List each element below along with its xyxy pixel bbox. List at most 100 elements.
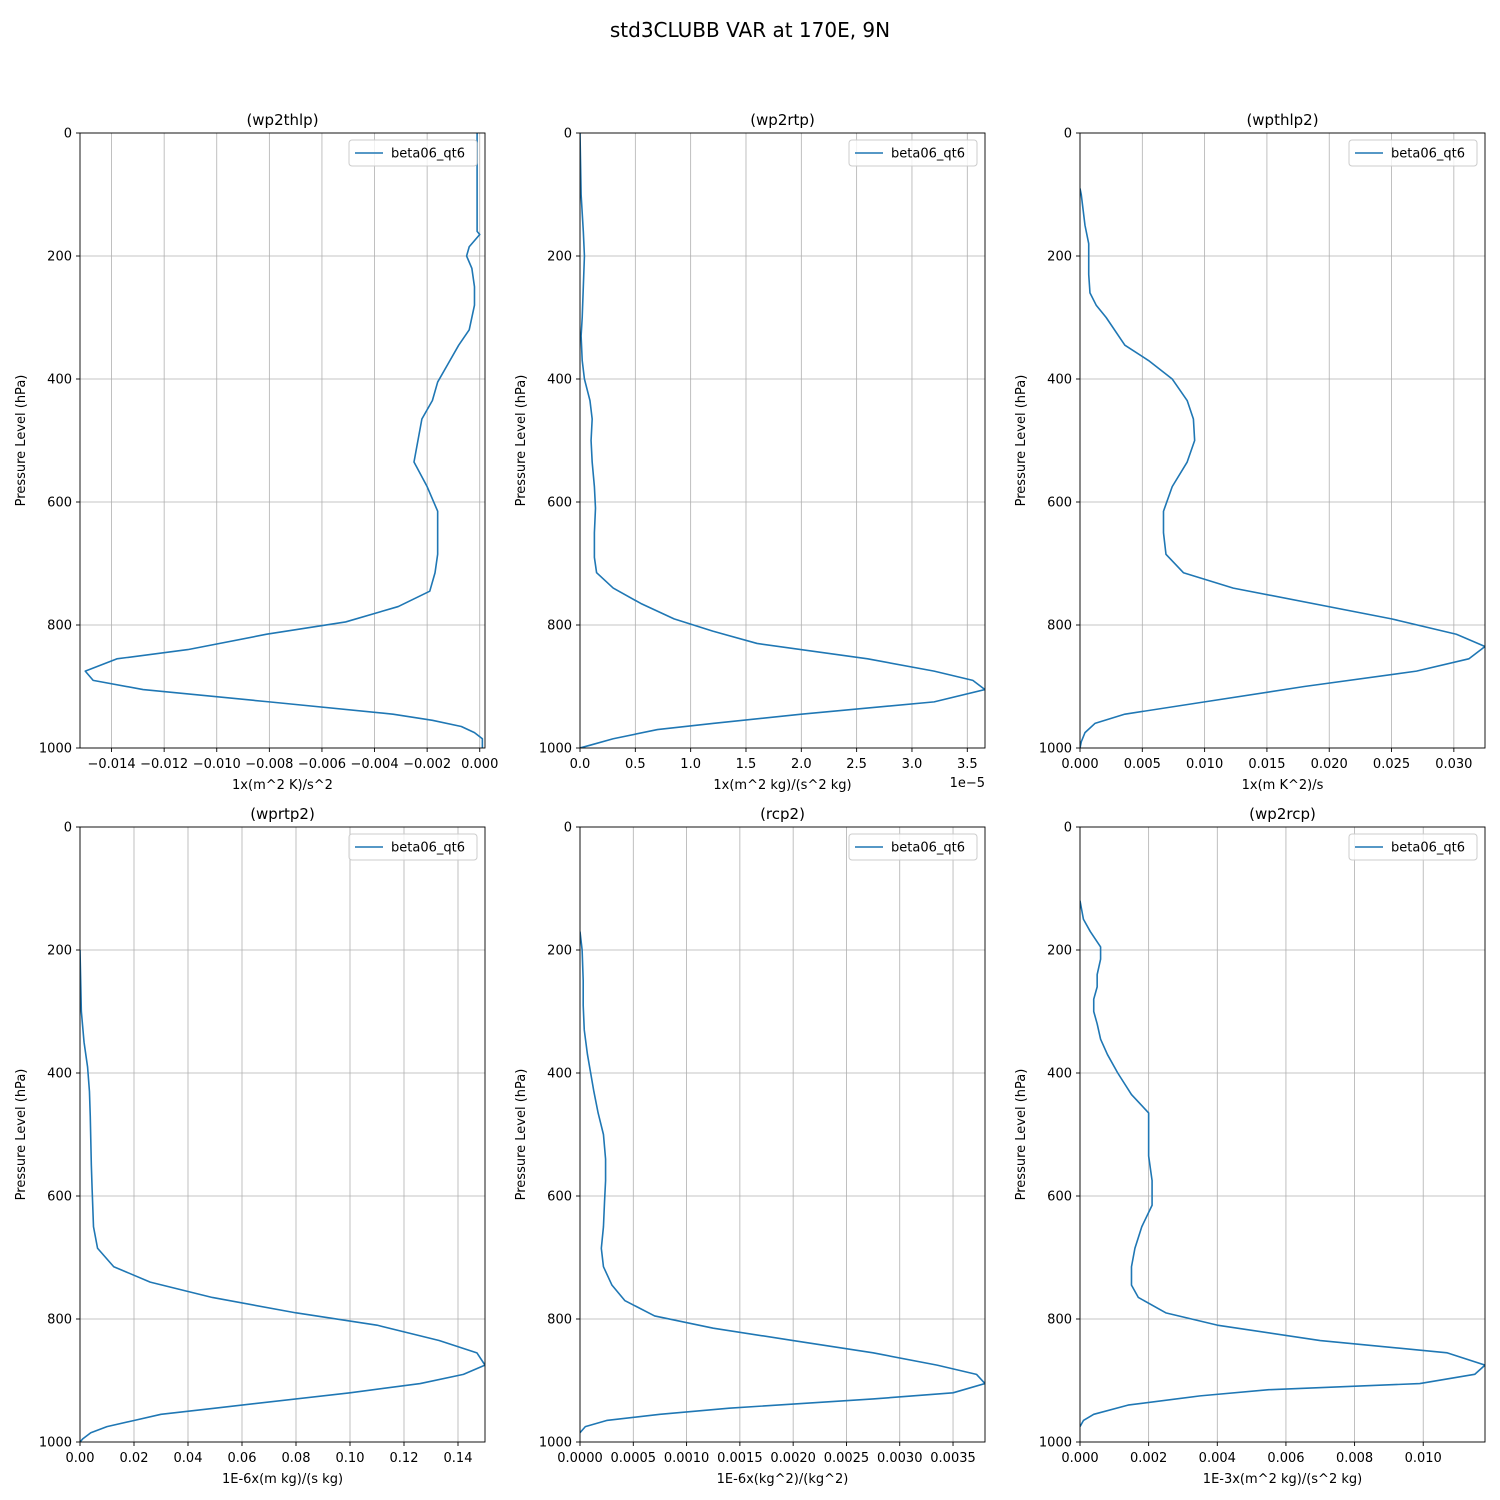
x-tick-label: −0.008 (245, 757, 293, 772)
x-tick-label: 0.0025 (824, 1451, 870, 1466)
y-tick-label: 600 (1047, 496, 1072, 511)
series-line-beta06_qt6 (84, 133, 484, 748)
x-offset-label: 1e−5 (950, 776, 985, 791)
legend-label: beta06_qt6 (1391, 147, 1465, 162)
x-tick-label: 0.015 (1248, 757, 1285, 772)
x-tick-label: 0.02 (120, 1451, 149, 1466)
x-tick-label: 0.0005 (611, 1451, 657, 1466)
x-tick-label: 0.08 (282, 1451, 311, 1466)
axes-frame (579, 826, 986, 1443)
x-tick-label: −0.002 (403, 757, 451, 772)
y-tick-label: 200 (47, 250, 72, 265)
x-tick-label: −0.012 (140, 757, 188, 772)
y-tick-label: 600 (1047, 1190, 1072, 1205)
y-tick-label: 600 (547, 496, 572, 511)
y-tick-label: 0 (1064, 821, 1072, 836)
y-tick-label: 400 (1047, 1067, 1072, 1082)
x-tick-label: 0.010 (1186, 757, 1223, 772)
x-axis-label: 1E-6x(kg^2)/(kg^2) (717, 1472, 849, 1487)
series-line-beta06_qt6 (80, 949, 485, 1442)
x-tick-label: 0.0020 (770, 1451, 816, 1466)
y-tick-label: 0 (64, 127, 72, 142)
figure-title: std3CLUBB VAR at 170E, 9N (610, 18, 890, 42)
y-tick-label: 200 (1047, 944, 1072, 959)
y-tick-label: 0 (1064, 127, 1072, 142)
y-tick-label: 400 (1047, 373, 1072, 388)
x-axis-label: 1x(m^2 kg)/(s^2 kg) (713, 778, 851, 793)
y-tick-label: 800 (47, 1313, 72, 1328)
y-axis-label: Pressure Level (hPa) (14, 375, 29, 507)
y-tick-label: 0 (564, 127, 572, 142)
legend-label: beta06_qt6 (391, 841, 465, 856)
y-tick-label: 800 (1047, 619, 1072, 634)
y-tick-label: 0 (64, 821, 72, 836)
subplots: −0.014 −0.012 −0.010 −0.008 −0.006 −0.004 −0.0… (14, 111, 1486, 1487)
x-tick-label: 3.5 (957, 757, 978, 772)
x-axis-label: 1x(m K^2)/s (1242, 778, 1324, 793)
x-axis-label: 1E-3x(m^2 kg)/(s^2 kg) (1203, 1472, 1362, 1487)
series-line-beta06_qt6 (580, 931, 985, 1434)
y-axis-label: Pressure Level (hPa) (1014, 1069, 1029, 1201)
x-tick-label: 0.0 (570, 757, 591, 772)
x-tick-label: 3.0 (902, 757, 923, 772)
y-axis-label: Pressure Level (hPa) (14, 1069, 29, 1201)
y-tick-label: 800 (47, 619, 72, 634)
y-axis-label: Pressure Level (hPa) (514, 1069, 529, 1201)
x-tick-label: −0.006 (298, 757, 346, 772)
legend-box (848, 139, 978, 167)
x-tick-label: 1.5 (736, 757, 757, 772)
legend-box (1348, 833, 1478, 861)
x-tick-label: 0.0035 (930, 1451, 976, 1466)
subplot-6: 0.000 0.002 0.004 0.006 0.008 0.010 0 200 400 600… (1014, 805, 1486, 1487)
axes-frame (1079, 132, 1486, 749)
legend-label: beta06_qt6 (891, 147, 965, 162)
subplot-title: (rcp2) (760, 805, 805, 823)
x-tick-label: 2.5 (846, 757, 867, 772)
y-tick-label: 800 (547, 1313, 572, 1328)
x-tick-label: 0.00 (66, 1451, 95, 1466)
subplot-2: 0.0 0.5 1.0 1.5 2.0 2.5 3.0 3.5 0 200 400 600 800 100… (514, 111, 986, 793)
x-tick-label: 0.020 (1311, 757, 1348, 772)
legend-box (348, 139, 478, 167)
y-axis-label: Pressure Level (hPa) (514, 375, 529, 507)
y-tick-label: 200 (547, 944, 572, 959)
y-tick-label: 1000 (539, 1436, 572, 1451)
legend-box (1348, 139, 1478, 167)
y-tick-label: 1000 (39, 1436, 72, 1451)
x-tick-label: 0.000 (461, 757, 498, 772)
x-tick-label: 0.010 (1405, 1451, 1442, 1466)
subplot-5: 0.0000 0.0005 0.0010 0.0015 0.0020 0.0025 0.00… (514, 805, 986, 1487)
x-tick-label: 0.0015 (717, 1451, 763, 1466)
y-axis-label: Pressure Level (hPa) (1014, 375, 1029, 507)
y-tick-label: 400 (47, 1067, 72, 1082)
axes-frame (79, 132, 486, 749)
y-tick-label: 1000 (39, 742, 72, 757)
y-tick-label: 600 (47, 1190, 72, 1205)
y-tick-label: 200 (47, 944, 72, 959)
y-tick-label: 400 (47, 373, 72, 388)
y-tick-label: 400 (547, 373, 572, 388)
y-tick-label: 600 (547, 1190, 572, 1205)
y-tick-label: 800 (547, 619, 572, 634)
x-tick-label: 0.004 (1199, 1451, 1236, 1466)
legend-box (848, 833, 978, 861)
x-tick-label: −0.004 (350, 757, 398, 772)
x-tick-label: 0.14 (444, 1451, 473, 1466)
series-line-beta06_qt6 (580, 133, 985, 748)
y-tick-label: 1000 (1039, 1436, 1072, 1451)
x-tick-label: 0.10 (336, 1451, 365, 1466)
y-tick-label: 400 (547, 1067, 572, 1082)
axes-frame (79, 826, 486, 1443)
subplot-1: −0.014 −0.012 −0.010 −0.008 −0.006 −0.004 −0.0… (14, 111, 498, 793)
y-tick-label: 600 (47, 496, 72, 511)
x-tick-label: 1.0 (680, 757, 701, 772)
x-tick-label: −0.014 (88, 757, 136, 772)
x-tick-label: 0.000 (1061, 1451, 1098, 1466)
x-tick-label: 0.04 (174, 1451, 203, 1466)
x-tick-label: 0.025 (1373, 757, 1410, 772)
x-tick-label: 0.000 (1061, 757, 1098, 772)
x-tick-label: 0.5 (625, 757, 646, 772)
axes-frame (1079, 826, 1486, 1443)
y-tick-label: 1000 (1039, 742, 1072, 757)
